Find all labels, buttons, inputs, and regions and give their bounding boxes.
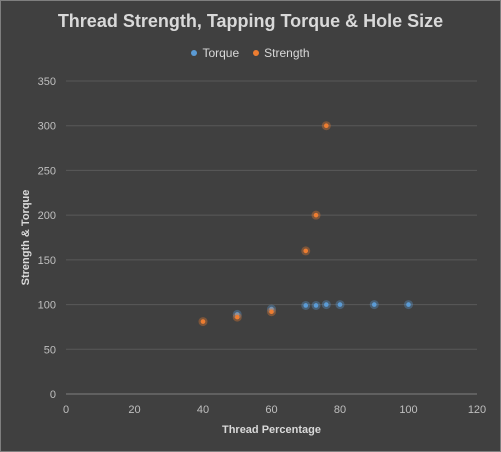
- y-tick-label: 50: [44, 344, 56, 356]
- data-point-torque: [313, 303, 319, 308]
- x-tick-label: 40: [197, 404, 209, 416]
- data-point-torque: [324, 302, 329, 307]
- data-point-torque: [371, 302, 377, 307]
- data-point-strength: [269, 309, 274, 315]
- x-tick-label: 60: [265, 404, 277, 416]
- legend-marker-strength: [253, 50, 260, 56]
- legend-label-strength: Strength: [264, 46, 310, 60]
- y-tick-label: 250: [38, 165, 56, 177]
- data-point-strength: [234, 314, 240, 320]
- data-point-strength: [313, 212, 319, 218]
- legend-label-torque: Torque: [202, 46, 240, 60]
- y-tick-label: 200: [38, 210, 56, 222]
- y-tick-label: 300: [38, 121, 56, 133]
- x-tick-label: 100: [399, 404, 417, 416]
- legend-marker-torque: [191, 50, 198, 56]
- data-point-torque: [337, 302, 343, 307]
- data-point-strength: [324, 123, 329, 129]
- tick-labels: 0 50 100 150 200 250 300 350 0 20 40 60 80 100 120: [38, 76, 487, 416]
- data-points: [198, 121, 413, 327]
- y-tick-label: 0: [50, 389, 56, 401]
- data-point-torque: [303, 303, 309, 308]
- data-point-strength: [303, 248, 309, 254]
- y-tick-label: 100: [38, 300, 56, 312]
- legend-entry-torque: Torque: [191, 46, 239, 60]
- legend-entry-strength: Strength: [253, 46, 310, 60]
- data-point-strength: [200, 319, 206, 324]
- y-tick-label: 350: [38, 76, 56, 88]
- y-tick-label: 150: [38, 255, 56, 267]
- gridlines: [66, 80, 477, 395]
- x-tick-label: 20: [128, 404, 140, 416]
- data-point-torque: [406, 302, 411, 307]
- y-axis-title: Strength & Torque: [20, 190, 32, 286]
- x-axis-title: Thread Percentage: [222, 424, 321, 436]
- x-tick-label: 0: [63, 404, 69, 416]
- legend: Torque Strength: [1, 46, 500, 60]
- x-tick-label: 80: [334, 404, 346, 416]
- x-tick-label: 120: [468, 404, 486, 416]
- chart-title: Thread Strength, Tapping Torque & Hole S…: [57, 11, 444, 31]
